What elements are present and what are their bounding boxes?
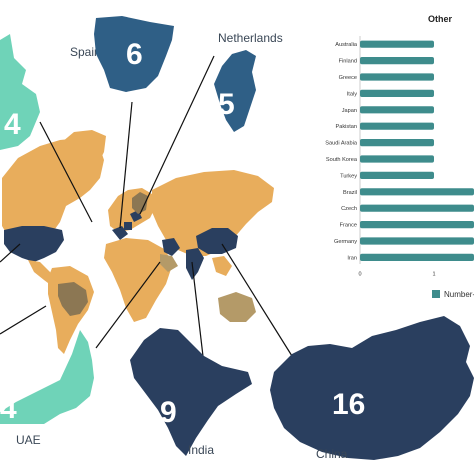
southeast-asia-land bbox=[212, 256, 232, 276]
netherlands-label: Netherlands bbox=[218, 31, 283, 45]
category-label: Japan bbox=[342, 108, 357, 114]
uae-label: UAE bbox=[16, 433, 41, 447]
category-label: France bbox=[340, 223, 357, 229]
africa-land bbox=[104, 238, 172, 322]
uae-shape bbox=[0, 330, 94, 424]
category-label: Australia bbox=[335, 42, 358, 48]
legend-label: Number- bbox=[444, 290, 474, 299]
bar-czech bbox=[360, 204, 474, 212]
other-countries-bar-chart: Other Australia Finland Greece Italy Japan Pa… bbox=[325, 14, 474, 299]
category-label: Turkey bbox=[340, 173, 357, 179]
bar-finland bbox=[360, 57, 434, 65]
scandinavia-highlight bbox=[132, 192, 148, 214]
bar-germany bbox=[360, 237, 474, 245]
australia-land bbox=[218, 292, 256, 322]
india-label: India bbox=[188, 443, 214, 457]
bar-saudi-arabia bbox=[360, 139, 434, 147]
category-label: Germany bbox=[334, 239, 357, 245]
uk-count: 4 bbox=[4, 108, 21, 141]
category-label: Brazil bbox=[343, 190, 357, 196]
category-label: Czech bbox=[341, 206, 357, 212]
uk-callout: 4 bbox=[0, 34, 40, 150]
bar-japan bbox=[360, 106, 434, 114]
world-map bbox=[2, 130, 274, 354]
usa-highlight bbox=[4, 226, 64, 262]
india-map-highlight bbox=[186, 248, 204, 280]
legend-swatch bbox=[432, 290, 440, 298]
netherlands-shape bbox=[214, 50, 256, 132]
china-count: 16 bbox=[332, 388, 365, 421]
greenland-land bbox=[62, 130, 106, 170]
netherlands-callout: Netherlands 5 bbox=[214, 31, 283, 132]
india-shape bbox=[130, 328, 252, 456]
category-label: Finland bbox=[339, 59, 357, 65]
netherlands-count: 5 bbox=[218, 88, 235, 121]
europe-highlights bbox=[112, 210, 142, 240]
uae-count: 4 bbox=[0, 392, 17, 425]
spain-shape bbox=[94, 16, 174, 92]
x-tick-label: 1 bbox=[432, 272, 435, 278]
x-tick-label: 0 bbox=[358, 272, 361, 278]
bars-group bbox=[360, 40, 474, 261]
asia-land bbox=[152, 170, 274, 256]
china-map-highlight bbox=[196, 228, 238, 254]
china-label: China bbox=[316, 447, 348, 461]
china-callout: 16 China bbox=[270, 316, 474, 461]
arabia-highlight bbox=[160, 254, 178, 272]
spain-label: Spain bbox=[70, 45, 101, 59]
bar-turkey bbox=[360, 171, 434, 179]
category-label: Iran bbox=[347, 255, 357, 261]
bar-australia bbox=[360, 40, 434, 48]
bar-italy bbox=[360, 89, 434, 97]
leader-lines bbox=[0, 55, 293, 383]
bar-greece bbox=[360, 73, 434, 81]
middle-east-highlight bbox=[162, 238, 180, 256]
chart-title: Other bbox=[428, 14, 453, 24]
bar-pakistan bbox=[360, 122, 434, 130]
category-label: South Korea bbox=[326, 157, 358, 163]
brazil-highlight bbox=[58, 282, 88, 316]
category-labels-group: Australia Finland Greece Italy Japan Pakistan… bbox=[325, 42, 358, 261]
spain-callout: Spain 6 bbox=[70, 16, 174, 92]
category-label: Pakistan bbox=[336, 124, 357, 130]
bar-france bbox=[360, 221, 474, 229]
india-count: 9 bbox=[160, 396, 177, 429]
spain-count: 6 bbox=[126, 38, 143, 71]
category-label: Saudi Arabia bbox=[325, 141, 358, 147]
china-shape bbox=[270, 316, 474, 460]
india-callout: 9 India bbox=[130, 328, 252, 457]
bar-south-korea bbox=[360, 155, 434, 163]
category-label: Greece bbox=[339, 75, 357, 81]
uk-shape bbox=[0, 34, 40, 150]
bar-iran bbox=[360, 253, 474, 261]
bar-brazil bbox=[360, 188, 474, 196]
uae-callout: 4 UAE bbox=[0, 330, 94, 447]
category-label: Italy bbox=[347, 91, 357, 97]
north-america-land bbox=[2, 138, 104, 252]
